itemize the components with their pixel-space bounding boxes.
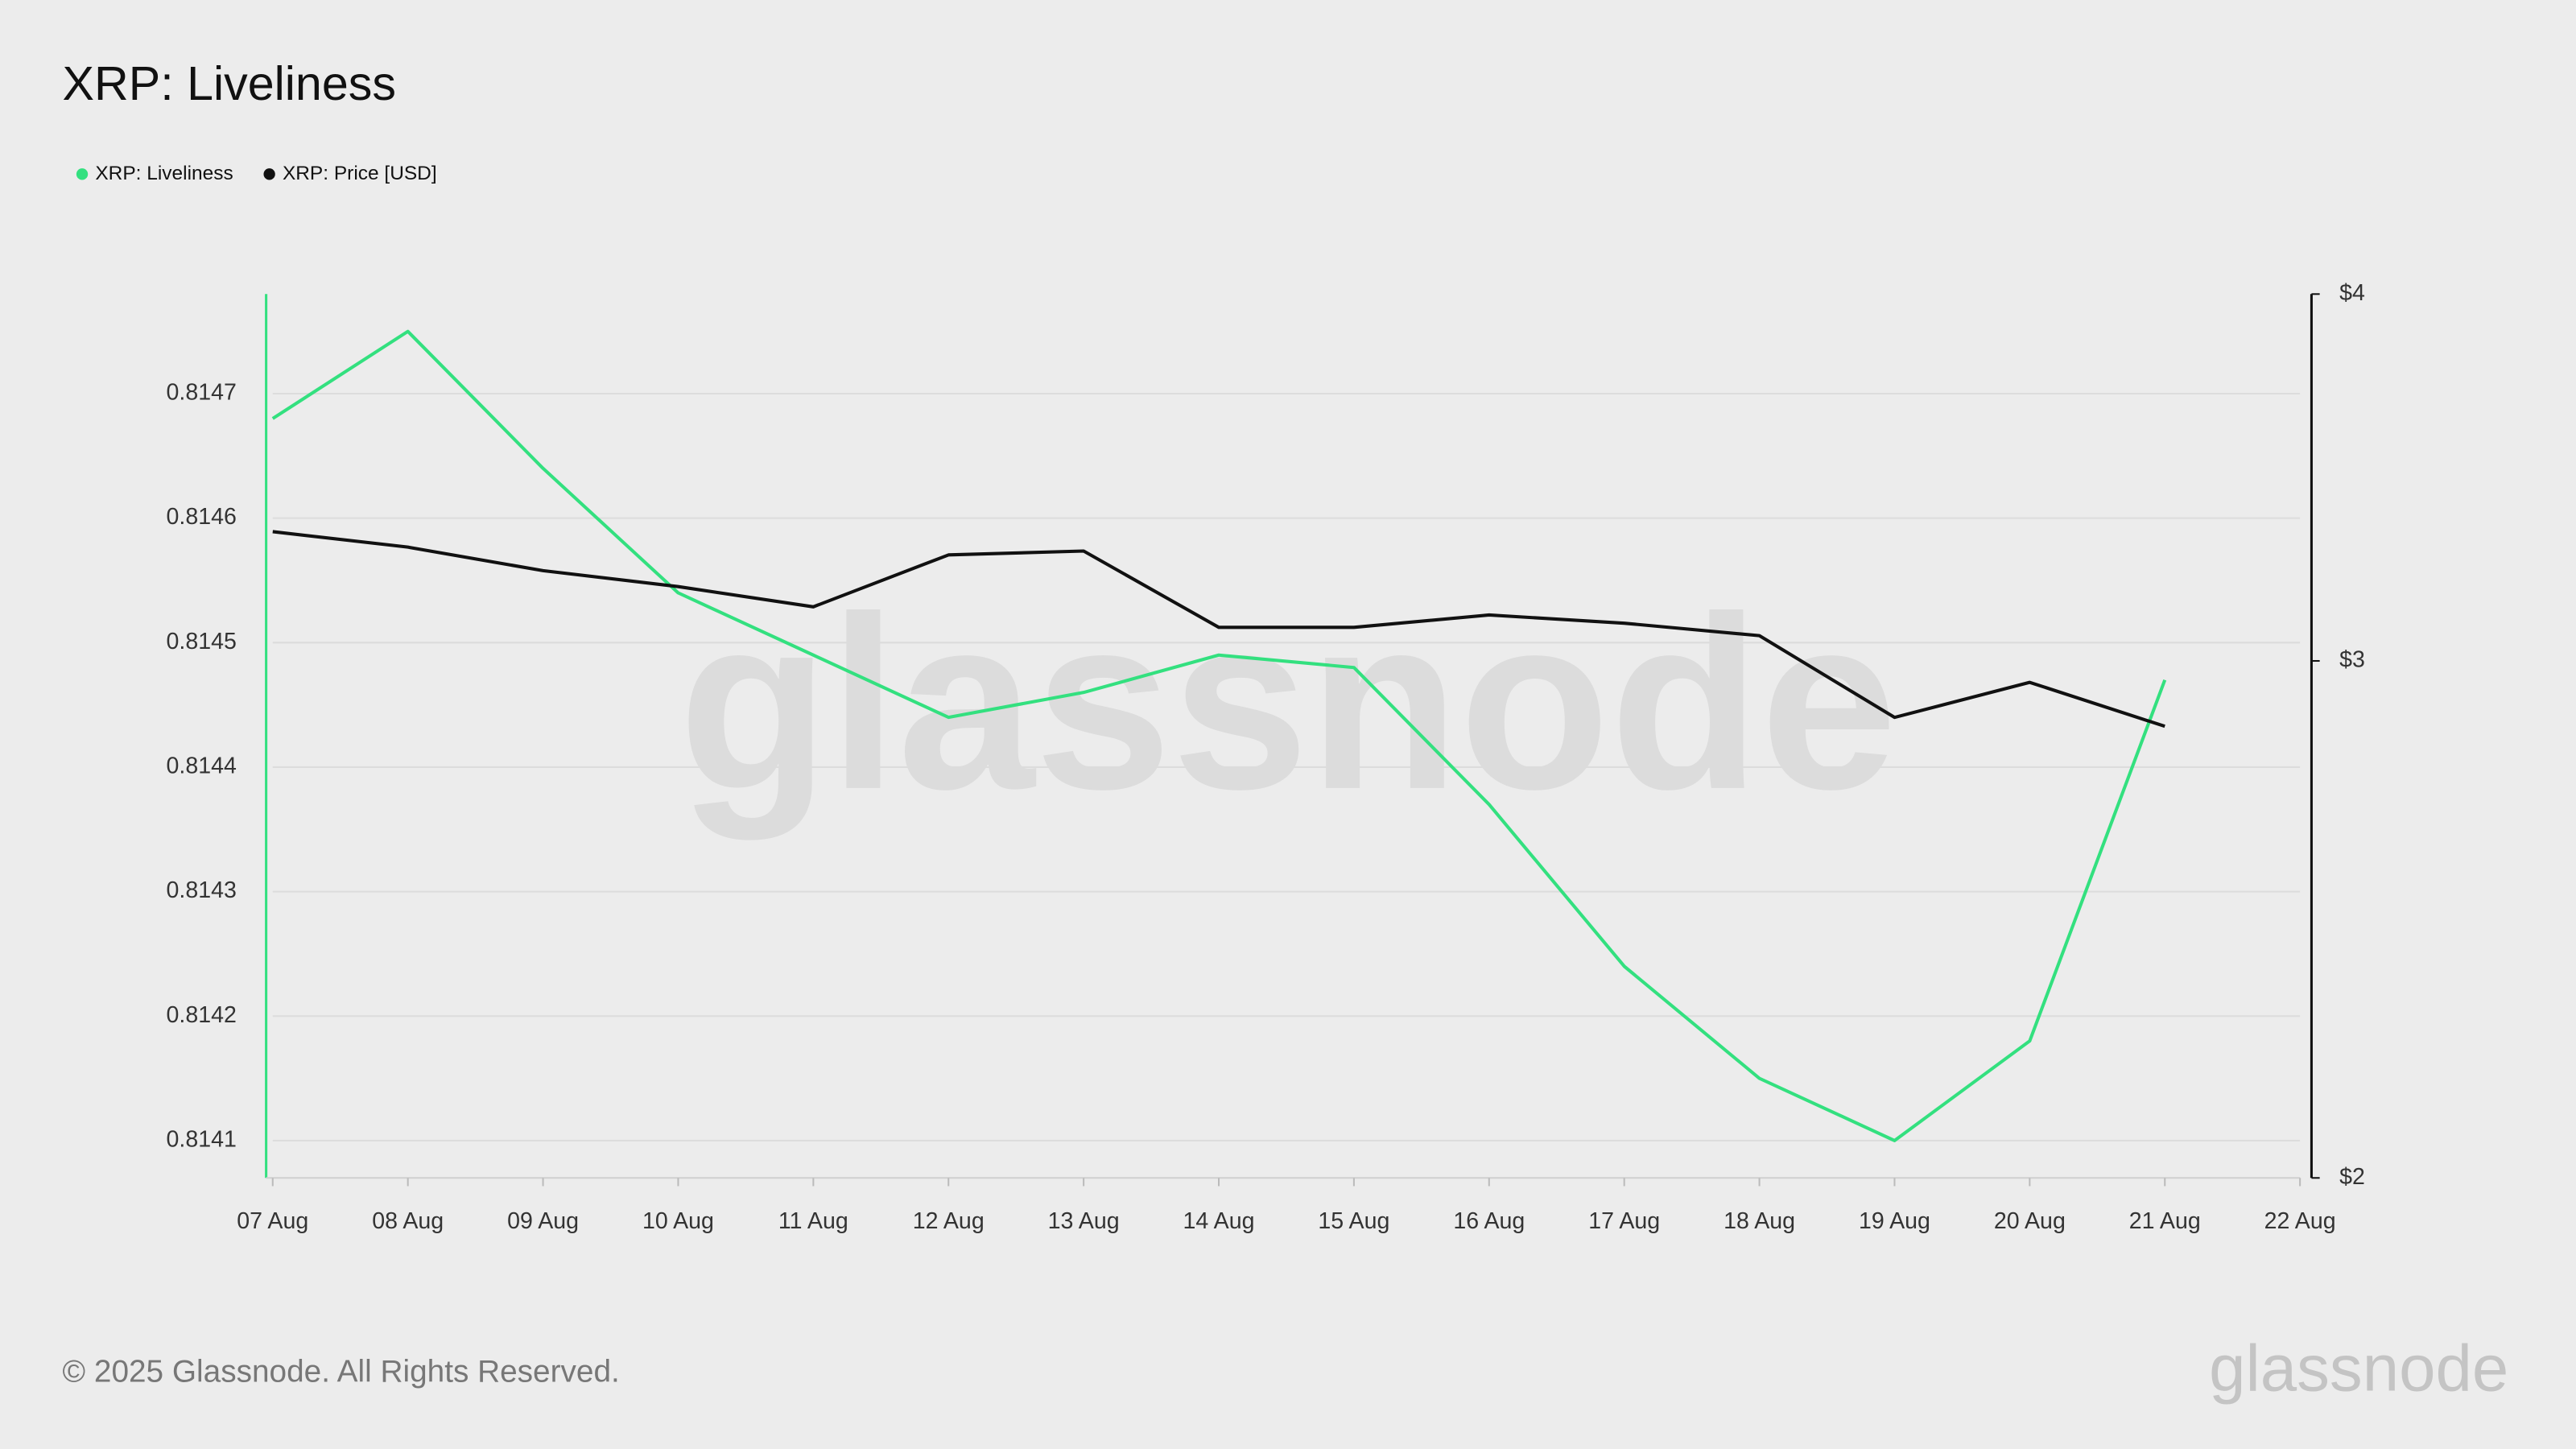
y-tick-label: 0.8142 [167,1002,237,1028]
x-tick-label: 15 Aug [1318,1208,1389,1234]
x-tick-label: 14 Aug [1183,1208,1255,1234]
y2-tick-label: $4 [2339,280,2365,306]
x-tick-label: 18 Aug [1724,1208,1795,1234]
x-tick-label: 17 Aug [1588,1208,1660,1234]
y-tick-label: 0.8144 [167,753,237,778]
x-tick-label: 10 Aug [642,1208,714,1234]
x-tick-label: 08 Aug [372,1208,444,1234]
x-tick-label: 12 Aug [913,1208,985,1234]
footer: © 2025 Glassnode. All Rights Reserved. [63,1354,620,1389]
y2-tick-label: $3 [2339,647,2365,673]
watermark: glassnode [679,565,1897,842]
x-tick-label: 21 Aug [2129,1208,2201,1234]
y-tick-label: 0.8143 [167,877,237,903]
legend-marker [76,168,89,180]
legend-label: XRP: Liveliness [95,163,233,184]
x-tick-label: 20 Aug [1994,1208,2066,1234]
y-tick-label: 0.8141 [167,1126,237,1152]
y-tick-label: 0.8147 [167,380,237,406]
legend-label: XRP: Price [USD] [283,163,437,184]
x-tick-label: 13 Aug [1048,1208,1120,1234]
series-line [272,530,2165,729]
x-tick-label: 16 Aug [1453,1208,1525,1234]
series-line [271,329,2167,1142]
x-tick-label: 09 Aug [507,1208,579,1234]
y2-tick-label: $2 [2339,1164,2365,1190]
chart-title: XRP: Liveliness [63,56,396,110]
x-tick-label: 11 Aug [778,1208,848,1234]
y-tick-label: 0.8145 [167,629,237,654]
y-tick-label: 0.8146 [167,504,237,530]
x-tick-label: 19 Aug [1859,1208,1930,1234]
logo: glassnode [2209,1332,2508,1406]
x-tick-label: 22 Aug [2264,1208,2336,1234]
legend-marker [263,168,275,180]
x-tick-label: 07 Aug [237,1208,308,1234]
